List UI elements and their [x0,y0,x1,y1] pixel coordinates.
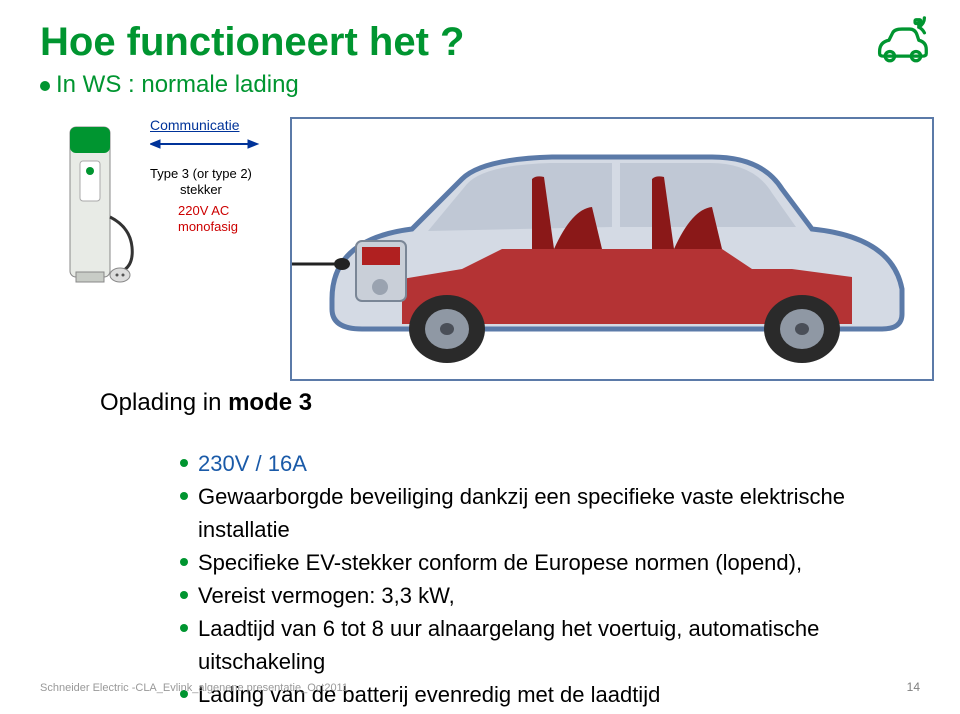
charger-column [40,117,150,317]
labels-column: Communicatie Type 3 (or type 2) stekker … [150,117,260,234]
bullet-item: 230V / 16A [180,447,920,480]
bullet-icon [40,81,50,91]
communication-label: Communicatie [150,117,260,133]
ev-car-icon [874,16,930,72]
ac-line2: monofasig [178,219,238,234]
bullet-text: 230V / 16A [198,451,307,476]
subtitle-text: In WS : normale lading [56,71,299,98]
stekker-label: Type 3 (or type 2) stekker [150,166,252,197]
communication-arrow-icon [150,137,260,151]
car-cutaway-box [290,117,934,381]
mode-prefix: Oplading in [100,389,228,416]
footer-text: Schneider Electric -CLA_Evlink_algenene … [40,682,348,694]
slide-subtitle: In WS : normale lading [40,71,920,99]
stekker-line1: Type 3 (or type 2) [150,166,252,181]
mode-line: Oplading in mode 3 [100,389,920,417]
bullet-item: Laadtijd van 6 tot 8 uur alnaargelang he… [180,612,920,678]
bullet-text: Specifieke EV-stekker conform de Europes… [198,550,802,575]
stekker-line2: stekker [180,182,222,197]
slide: Hoe functioneert het ? In WS : normale l… [0,0,960,714]
bullet-item: Gewaarborgde beveiliging dankzij een spe… [180,480,920,546]
car-cutaway-icon [292,119,932,379]
slide-title: Hoe functioneert het ? [40,20,920,65]
bullet-text: Vereist vermogen: 3,3 kW, [198,583,455,608]
bullet-text: Laadtijd van 6 tot 8 uur alnaargelang he… [198,616,819,674]
diagram-area: Communicatie Type 3 (or type 2) stekker … [40,117,920,381]
mode-bold: mode 3 [228,389,312,416]
ac-label: 220V AC monofasig [178,203,260,234]
ac-line1: 220V AC [178,203,229,218]
bullet-item: Specifieke EV-stekker conform de Europes… [180,546,920,579]
page-number: 14 [907,680,920,694]
bullet-item: Vereist vermogen: 3,3 kW, [180,579,920,612]
charging-station-icon [40,117,150,317]
bullet-text: Gewaarborgde beveiliging dankzij een spe… [198,484,845,542]
bullet-list: 230V / 16A Gewaarborgde beveiliging dank… [140,447,920,711]
